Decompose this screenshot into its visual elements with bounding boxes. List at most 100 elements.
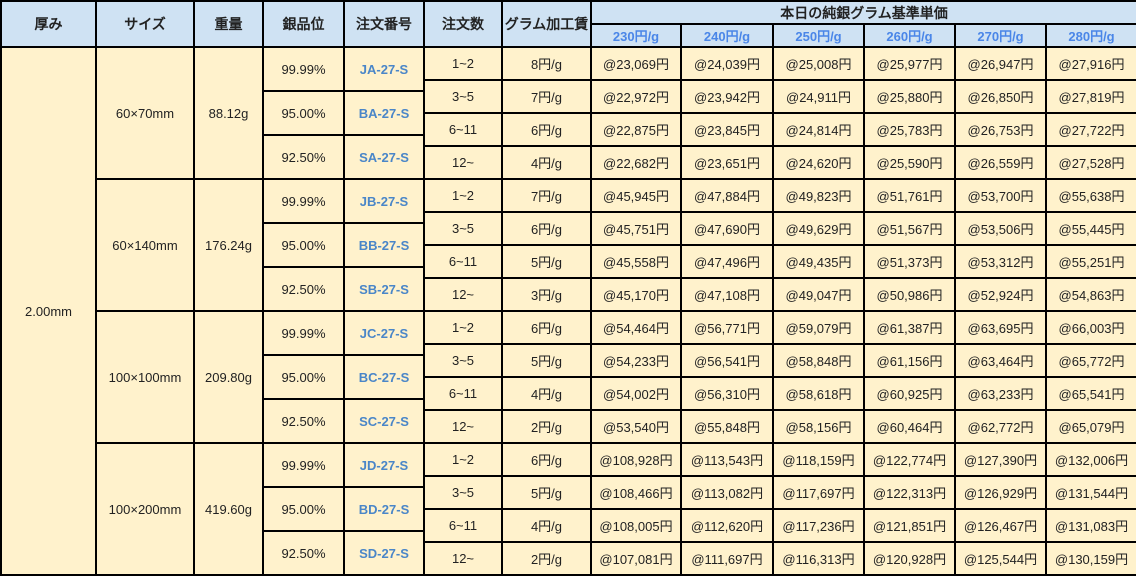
fee-cell: 5円/g: [503, 246, 590, 277]
header-qty: 注文数: [425, 2, 501, 46]
purity-cell: 92.50%: [264, 136, 343, 178]
price-cell: @25,590円: [865, 147, 954, 178]
purity-cell: 99.99%: [264, 180, 343, 222]
purity-cell: 95.00%: [264, 488, 343, 530]
price-cell: @56,541円: [682, 345, 772, 376]
fee-cell: 3円/g: [503, 279, 590, 310]
price-cell: @63,464円: [956, 345, 1045, 376]
qty-cell: 1~2: [425, 444, 501, 475]
price-cell: @117,697円: [774, 477, 863, 508]
order-number-cell: BC-27-S: [345, 356, 423, 398]
price-cell: @23,942円: [682, 81, 772, 112]
price-cell: @55,848円: [682, 411, 772, 442]
price-cell: @112,620円: [682, 510, 772, 541]
price-cell: @55,251円: [1047, 246, 1136, 277]
price-cell: @131,083円: [1047, 510, 1136, 541]
order-number-cell: SC-27-S: [345, 400, 423, 442]
price-cell: @60,925円: [865, 378, 954, 409]
price-cell: @55,638円: [1047, 180, 1136, 211]
price-cell: @52,924円: [956, 279, 1045, 310]
fee-cell: 2円/g: [503, 543, 590, 574]
fee-cell: 4円/g: [503, 147, 590, 178]
order-number-cell: BB-27-S: [345, 224, 423, 266]
price-cell: @122,774円: [865, 444, 954, 475]
order-number-cell: SA-27-S: [345, 136, 423, 178]
price-cell: @116,313円: [774, 543, 863, 574]
price-cell: @22,682円: [592, 147, 680, 178]
qty-cell: 12~: [425, 543, 501, 574]
qty-cell: 3~5: [425, 345, 501, 376]
price-cell: @108,466円: [592, 477, 680, 508]
qty-cell: 3~5: [425, 213, 501, 244]
price-cell: @111,697円: [682, 543, 772, 574]
price-cell: @132,006円: [1047, 444, 1136, 475]
price-cell: @25,977円: [865, 48, 954, 79]
qty-cell: 6~11: [425, 246, 501, 277]
price-cell: @108,005円: [592, 510, 680, 541]
price-cell: @61,387円: [865, 312, 954, 343]
size-cell: 100×200mm: [97, 444, 193, 574]
price-cell: @47,690円: [682, 213, 772, 244]
fee-cell: 4円/g: [503, 510, 590, 541]
header-weight: 重量: [195, 2, 262, 46]
price-cell: @121,851円: [865, 510, 954, 541]
price-cell: @66,003円: [1047, 312, 1136, 343]
purity-cell: 92.50%: [264, 400, 343, 442]
order-number-cell: SB-27-S: [345, 268, 423, 310]
fee-cell: 5円/g: [503, 345, 590, 376]
header-price-column: 250円/g: [774, 25, 863, 46]
price-cell: @54,233円: [592, 345, 680, 376]
header-price-column: 260円/g: [865, 25, 954, 46]
price-cell: @126,467円: [956, 510, 1045, 541]
qty-cell: 1~2: [425, 312, 501, 343]
order-number-cell: JA-27-S: [345, 48, 423, 90]
price-cell: @47,108円: [682, 279, 772, 310]
price-cell: @51,761円: [865, 180, 954, 211]
header-thickness: 厚み: [2, 2, 95, 46]
qty-cell: 12~: [425, 411, 501, 442]
price-cell: @27,722円: [1047, 114, 1136, 145]
header-price-group: 本日の純銀グラム基準単価: [592, 2, 1136, 23]
price-cell: @130,159円: [1047, 543, 1136, 574]
price-cell: @58,848円: [774, 345, 863, 376]
price-cell: @58,156円: [774, 411, 863, 442]
purity-cell: 99.99%: [264, 312, 343, 354]
price-cell: @25,783円: [865, 114, 954, 145]
header-price-column: 280円/g: [1047, 25, 1136, 46]
price-cell: @53,700円: [956, 180, 1045, 211]
order-number-cell: BA-27-S: [345, 92, 423, 134]
price-cell: @65,772円: [1047, 345, 1136, 376]
qty-cell: 6~11: [425, 378, 501, 409]
header-size: サイズ: [97, 2, 193, 46]
order-number-cell: JB-27-S: [345, 180, 423, 222]
price-cell: @60,464円: [865, 411, 954, 442]
thickness-cell: 2.00mm: [2, 48, 95, 574]
size-cell: 100×100mm: [97, 312, 193, 442]
price-cell: @61,156円: [865, 345, 954, 376]
price-cell: @45,945円: [592, 180, 680, 211]
price-cell: @26,753円: [956, 114, 1045, 145]
price-cell: @47,884円: [682, 180, 772, 211]
price-cell: @54,464円: [592, 312, 680, 343]
price-cell: @45,170円: [592, 279, 680, 310]
price-cell: @54,002円: [592, 378, 680, 409]
qty-cell: 6~11: [425, 510, 501, 541]
price-cell: @25,008円: [774, 48, 863, 79]
price-cell: @45,558円: [592, 246, 680, 277]
qty-cell: 3~5: [425, 477, 501, 508]
price-cell: @53,312円: [956, 246, 1045, 277]
price-cell: @117,236円: [774, 510, 863, 541]
purity-cell: 92.50%: [264, 532, 343, 574]
price-cell: @65,541円: [1047, 378, 1136, 409]
order-number-cell: JD-27-S: [345, 444, 423, 486]
price-cell: @23,845円: [682, 114, 772, 145]
purity-cell: 99.99%: [264, 444, 343, 486]
price-cell: @53,506円: [956, 213, 1045, 244]
qty-cell: 3~5: [425, 81, 501, 112]
fee-cell: 7円/g: [503, 180, 590, 211]
price-cell: @59,079円: [774, 312, 863, 343]
price-cell: @24,039円: [682, 48, 772, 79]
fee-cell: 6円/g: [503, 444, 590, 475]
fee-cell: 5円/g: [503, 477, 590, 508]
